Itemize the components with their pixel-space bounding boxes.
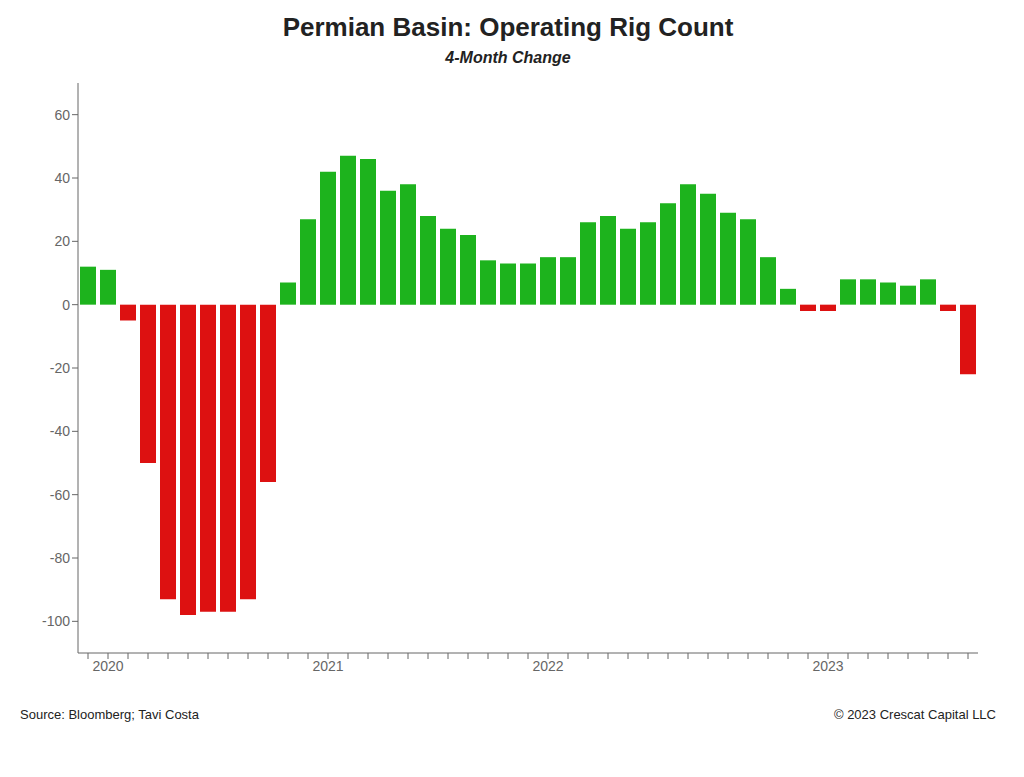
svg-text:-20: -20 bbox=[50, 360, 70, 376]
svg-text:60: 60 bbox=[54, 107, 70, 123]
svg-text:2021: 2021 bbox=[312, 658, 343, 674]
svg-text:-80: -80 bbox=[50, 550, 70, 566]
html-text:Permian Basin: Operating Rig C: Permian Basin: Operating Rig Count bbox=[282, 12, 734, 42]
svg-text:-40: -40 bbox=[50, 423, 70, 439]
html-text:4-Month Change: 4-Month Change bbox=[445, 49, 571, 66]
svg-text:40: 40 bbox=[54, 170, 70, 186]
html-text:Source: Bloomberg; Tavi Costa: Source: Bloomberg; Tavi Costa bbox=[20, 707, 199, 722]
svg-text:2023: 2023 bbox=[812, 658, 843, 674]
svg-text:-100: -100 bbox=[42, 613, 70, 629]
svg-text:2022: 2022 bbox=[532, 658, 563, 674]
svg-text:0: 0 bbox=[62, 297, 70, 313]
svg-text:20: 20 bbox=[54, 233, 70, 249]
svg-text:-60: -60 bbox=[50, 487, 70, 503]
svg-text:2020: 2020 bbox=[92, 658, 123, 674]
html-text:© 2023 Crescat Capital LLC: © 2023 Crescat Capital LLC bbox=[833, 707, 996, 722]
